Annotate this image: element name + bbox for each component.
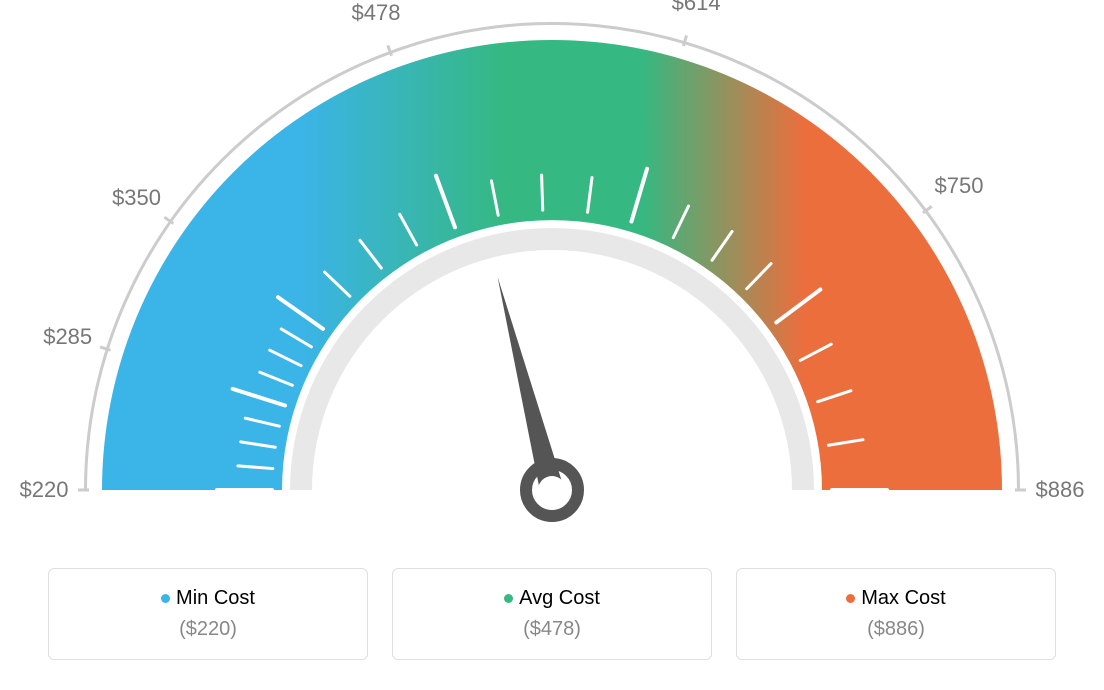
legend-item-min: Min Cost ($220) xyxy=(48,568,368,660)
legend-title-min: Min Cost xyxy=(59,587,357,610)
gauge-tick-label: $285 xyxy=(43,324,92,350)
legend-label-min: Min Cost xyxy=(176,587,255,609)
gauge-tick-label: $478 xyxy=(352,0,401,26)
legend-item-max: Max Cost ($886) xyxy=(736,568,1056,660)
gauge-tick-label: $886 xyxy=(1036,477,1085,503)
cost-gauge-chart: $220 $285 $350 $478 $614 $750 $886 xyxy=(0,0,1104,560)
legend-label-avg: Avg Cost xyxy=(519,587,600,609)
legend-title-avg: Avg Cost xyxy=(403,587,701,610)
gauge-tick-label: $220 xyxy=(20,477,69,503)
dot-icon xyxy=(161,594,170,603)
legend-value-min: ($220) xyxy=(59,618,357,641)
gauge-tick-label: $750 xyxy=(935,173,984,199)
legend: Min Cost ($220) Avg Cost ($478) Max Cost… xyxy=(0,568,1104,660)
legend-item-avg: Avg Cost ($478) xyxy=(392,568,712,660)
legend-title-max: Max Cost xyxy=(747,587,1045,610)
dot-icon xyxy=(846,594,855,603)
legend-value-max: ($886) xyxy=(747,618,1045,641)
gauge-tick-label: $350 xyxy=(112,185,161,211)
legend-label-max: Max Cost xyxy=(861,587,945,609)
legend-value-avg: ($478) xyxy=(403,618,701,641)
dot-icon xyxy=(504,594,513,603)
gauge-svg xyxy=(0,0,1104,560)
gauge-tick-label: $614 xyxy=(672,0,721,16)
